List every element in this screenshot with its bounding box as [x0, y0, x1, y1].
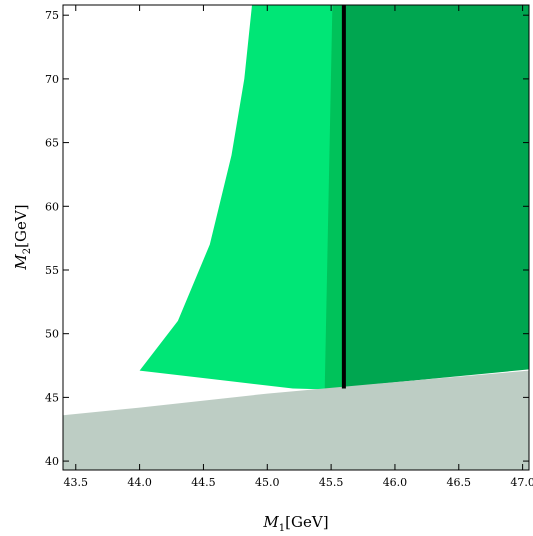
y-axis-label-unit: [GeV] [12, 204, 30, 247]
region-2 [324, 5, 344, 391]
x-axis-label-unit: [GeV] [285, 513, 328, 531]
y-tick-label: 45 [45, 391, 59, 404]
x-tick-label: 46.0 [383, 476, 408, 489]
y-tick-label: 70 [45, 73, 59, 86]
region-layer [63, 5, 529, 470]
y-axis: 40 45 50 55 60 65 70 75 [45, 9, 529, 468]
x-tick-label: 44.5 [191, 476, 216, 489]
y-tick-label: 75 [45, 9, 59, 22]
x-tick-label: 46.5 [447, 476, 472, 489]
x-tick-label: 47.0 [510, 476, 533, 489]
y-tick-label: 60 [45, 200, 59, 213]
region-3 [343, 5, 529, 388]
region-1 [139, 5, 338, 390]
x-tick-label: 45.0 [255, 476, 280, 489]
y-tick-label: 50 [45, 328, 59, 341]
region-4 [63, 370, 529, 470]
x-tick-label: 43.5 [64, 476, 89, 489]
y-axis-label-symbol: M [12, 254, 30, 271]
plot-frame [62, 4, 530, 471]
x-axis: 43.5 44.0 44.5 45.0 45.5 46.0 46.5 47.0 [64, 5, 533, 489]
x-tick-label: 45.5 [319, 476, 344, 489]
x-axis-label-symbol: M [262, 513, 279, 531]
y-tick-label: 55 [45, 264, 59, 277]
y-tick-label: 65 [45, 137, 59, 150]
x-tick-label: 44.0 [127, 476, 152, 489]
y-axis-label-subscript: 2 [22, 248, 33, 254]
y-axis-label: M2[GeV] [12, 204, 33, 270]
x-axis-label: M1[GeV] [262, 513, 328, 534]
y-tick-label: 40 [45, 455, 59, 468]
x-axis-label-subscript: 1 [279, 523, 285, 534]
